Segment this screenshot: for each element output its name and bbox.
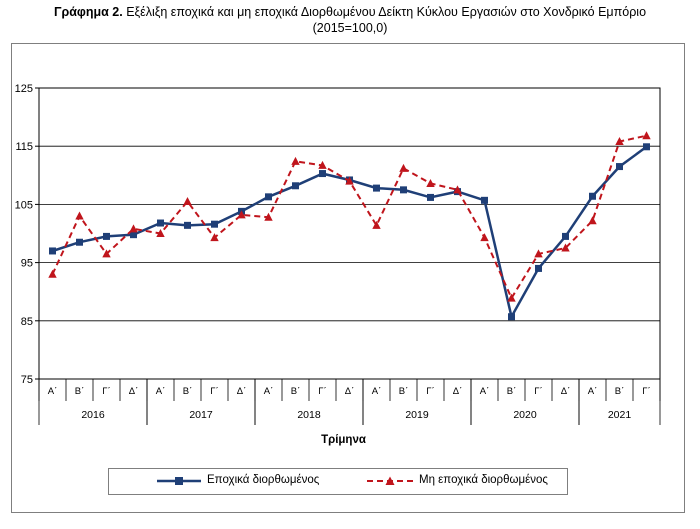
data-point-nonseasonal xyxy=(480,233,489,242)
data-point-nonseasonal xyxy=(102,249,111,258)
x-tick-label-year: 2016 xyxy=(81,409,105,421)
x-tick-label-year: 2019 xyxy=(405,409,429,421)
data-point-seasonal xyxy=(535,264,542,272)
legend-label-seasonal: Εποχικά διορθωμένος xyxy=(207,474,320,486)
x-tick-label-quarter: Δ΄ xyxy=(453,386,463,397)
data-point-nonseasonal xyxy=(156,229,165,237)
x-tick-label-quarter: Α΄ xyxy=(372,386,382,397)
data-point-nonseasonal xyxy=(372,220,381,229)
data-point-nonseasonal xyxy=(264,212,273,221)
y-tick-label: 105 xyxy=(15,199,33,211)
x-tick-label-quarter: Β΄ xyxy=(507,386,517,397)
data-point-nonseasonal xyxy=(318,160,327,169)
x-tick-label-quarter: Β΄ xyxy=(615,386,625,397)
data-point-nonseasonal xyxy=(48,269,57,278)
data-point-nonseasonal xyxy=(534,249,543,258)
x-tick-label-quarter: Β΄ xyxy=(399,386,409,397)
x-axis-title: Τρίμηνα xyxy=(321,434,366,446)
y-tick-label: 95 xyxy=(21,258,33,270)
data-point-nonseasonal xyxy=(345,176,354,185)
legend-swatch-nonseasonal xyxy=(367,476,413,485)
x-tick-label-quarter: Α΄ xyxy=(48,386,58,397)
data-point-nonseasonal xyxy=(426,178,435,187)
data-point-seasonal xyxy=(319,170,326,178)
chart-title: Γράφημα 2. Εξέλιξη εποχικά και μη εποχικ… xyxy=(0,4,700,36)
data-point-nonseasonal xyxy=(642,131,651,140)
data-point-nonseasonal xyxy=(183,196,192,205)
data-point-seasonal xyxy=(373,184,380,192)
plot-border xyxy=(38,87,661,380)
y-tick-label: 75 xyxy=(21,374,33,386)
legend: Εποχικά διορθωμένος Μη εποχικά διορθωμέν… xyxy=(108,468,568,495)
data-point-nonseasonal xyxy=(129,224,138,233)
series-line-nonseasonal xyxy=(51,134,647,301)
series-line-seasonal xyxy=(52,145,648,321)
x-tick-label-year: 2020 xyxy=(513,409,537,421)
data-point-seasonal xyxy=(292,182,299,190)
x-tick-label-quarter: Β΄ xyxy=(75,386,85,397)
legend-swatch-seasonal xyxy=(157,477,201,485)
x-tick-label-quarter: Α΄ xyxy=(480,386,490,397)
data-point-seasonal xyxy=(184,221,191,229)
chart-subtitle: (2015=100,0) xyxy=(312,21,388,35)
x-tick-label-quarter: Δ΄ xyxy=(561,386,571,397)
data-point-seasonal xyxy=(562,232,569,240)
data-point-nonseasonal xyxy=(75,211,84,220)
y-tick-label: 115 xyxy=(15,141,33,153)
data-point-nonseasonal xyxy=(453,185,462,194)
x-tick-label-quarter: Γ΄ xyxy=(210,386,218,397)
data-point-nonseasonal xyxy=(561,243,570,252)
data-point-seasonal xyxy=(427,193,434,201)
data-point-seasonal xyxy=(265,193,272,201)
data-point-seasonal xyxy=(157,219,164,227)
data-point-seasonal xyxy=(643,143,650,151)
x-tick-label-quarter: Δ΄ xyxy=(237,386,247,397)
data-point-nonseasonal xyxy=(237,210,246,219)
x-tick-label-quarter: Α΄ xyxy=(264,386,274,397)
x-tick-label-quarter: Β΄ xyxy=(291,386,301,397)
title-text: Εξέλιξη εποχικά και μη εποχικά Διορθωμέν… xyxy=(126,5,647,19)
x-tick-label-quarter: Α΄ xyxy=(588,386,598,397)
x-tick-label-quarter: Γ΄ xyxy=(102,386,110,397)
legend-label-nonseasonal: Μη εποχικά διορθωμένος xyxy=(419,474,548,486)
x-tick-label-year: 2018 xyxy=(297,409,321,421)
data-point-seasonal xyxy=(400,186,407,194)
x-tick-label-quarter: Γ΄ xyxy=(534,386,542,397)
x-tick-label-year: 2017 xyxy=(189,409,213,421)
x-tick-label-quarter: Γ΄ xyxy=(642,386,650,397)
data-point-nonseasonal xyxy=(588,216,597,225)
x-tick-label-year: 2021 xyxy=(608,409,632,421)
data-point-seasonal xyxy=(481,196,488,204)
data-point-nonseasonal xyxy=(291,156,300,165)
data-point-seasonal xyxy=(211,220,218,228)
data-point-nonseasonal xyxy=(210,233,219,242)
x-tick-label-quarter: Β΄ xyxy=(183,386,193,397)
x-tick-label-quarter: Δ΄ xyxy=(129,386,139,397)
data-point-nonseasonal xyxy=(507,293,516,302)
data-point-nonseasonal xyxy=(615,137,624,146)
data-point-seasonal xyxy=(130,231,137,239)
x-tick-label-quarter: Α΄ xyxy=(156,386,166,397)
x-tick-label-quarter: Γ΄ xyxy=(426,386,434,397)
chart-frame xyxy=(11,43,685,513)
data-point-seasonal xyxy=(589,192,596,200)
data-point-seasonal xyxy=(508,313,515,321)
x-tick-label-quarter: Γ΄ xyxy=(318,386,326,397)
data-point-seasonal xyxy=(103,232,110,240)
data-point-seasonal xyxy=(616,163,623,171)
y-tick-label: 85 xyxy=(21,316,33,328)
data-point-nonseasonal xyxy=(399,163,408,172)
x-tick-label-quarter: Δ΄ xyxy=(345,386,355,397)
figure-number: Γράφημα 2. xyxy=(53,5,123,19)
data-point-seasonal xyxy=(76,238,83,246)
y-tick-label: 125 xyxy=(15,83,33,95)
data-point-seasonal xyxy=(49,247,56,255)
